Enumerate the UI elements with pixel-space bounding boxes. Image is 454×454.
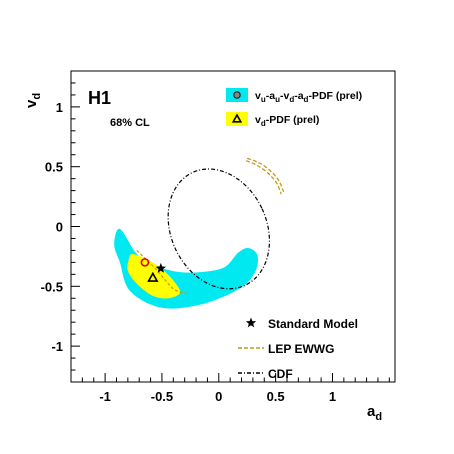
legend-bottom-entry-1: Standard Model	[245, 317, 358, 331]
point-triangle	[147, 271, 159, 282]
legend-top-entry-2: vd-PDF (prel)	[226, 112, 319, 128]
y-tick-label: -1	[51, 339, 63, 354]
legend-bottom-label: LEP EWWG	[268, 342, 334, 356]
legend-top: vu-au-vd-ad-PDF (prel) vd-PDF (prel)	[226, 88, 362, 128]
y-tick-label: 0.5	[45, 160, 63, 175]
legend-circle-marker	[233, 91, 241, 99]
legend-triangle-marker	[231, 113, 243, 123]
legend-bottom-entry-3: CDF	[238, 367, 293, 381]
legend-bottom-entry-2: LEP EWWG	[238, 342, 334, 356]
y-tick-label: -0.5	[41, 279, 63, 294]
axis-labels: ad vd	[23, 93, 382, 423]
axis-ticks: -1 -0.5 0 0.5 1 -1 -0.5 0 0.5 1	[41, 82, 390, 404]
y-tick-label: 1	[56, 100, 63, 115]
experiment-tag: H1	[88, 88, 111, 108]
confidence-regions	[114, 228, 259, 309]
x-axis-label: ad	[367, 403, 382, 423]
y-axis-label: vd	[23, 93, 43, 108]
lep-contour-1	[246, 157, 285, 193]
x-tick-label: 0	[215, 389, 222, 404]
legend-top-label: vd-PDF (prel)	[255, 114, 319, 128]
legend-star-marker	[245, 317, 257, 328]
legend-bottom-label: Standard Model	[268, 317, 358, 331]
legend-bottom: Standard Model LEP EWWG CDF	[238, 317, 358, 381]
point-circle	[140, 258, 150, 267]
lep-contour-2	[245, 160, 282, 195]
x-tick-label: 1	[329, 389, 336, 404]
y-tick-label: 0	[56, 220, 63, 235]
x-tick-label: 0.5	[267, 389, 285, 404]
legend-top-entry-1: vu-au-vd-ad-PDF (prel)	[226, 88, 362, 104]
legend-top-label: vu-au-vd-ad-PDF (prel)	[255, 90, 362, 104]
x-tick-label: -0.5	[151, 389, 173, 404]
cdf-contour	[167, 168, 271, 290]
legend-bottom-label: CDF	[268, 367, 293, 381]
point-standard-model	[155, 262, 166, 273]
x-tick-label: -1	[99, 389, 111, 404]
data-points	[140, 258, 166, 282]
legend-swatch	[226, 112, 248, 126]
confidence-level-text: 68% CL	[110, 117, 150, 129]
